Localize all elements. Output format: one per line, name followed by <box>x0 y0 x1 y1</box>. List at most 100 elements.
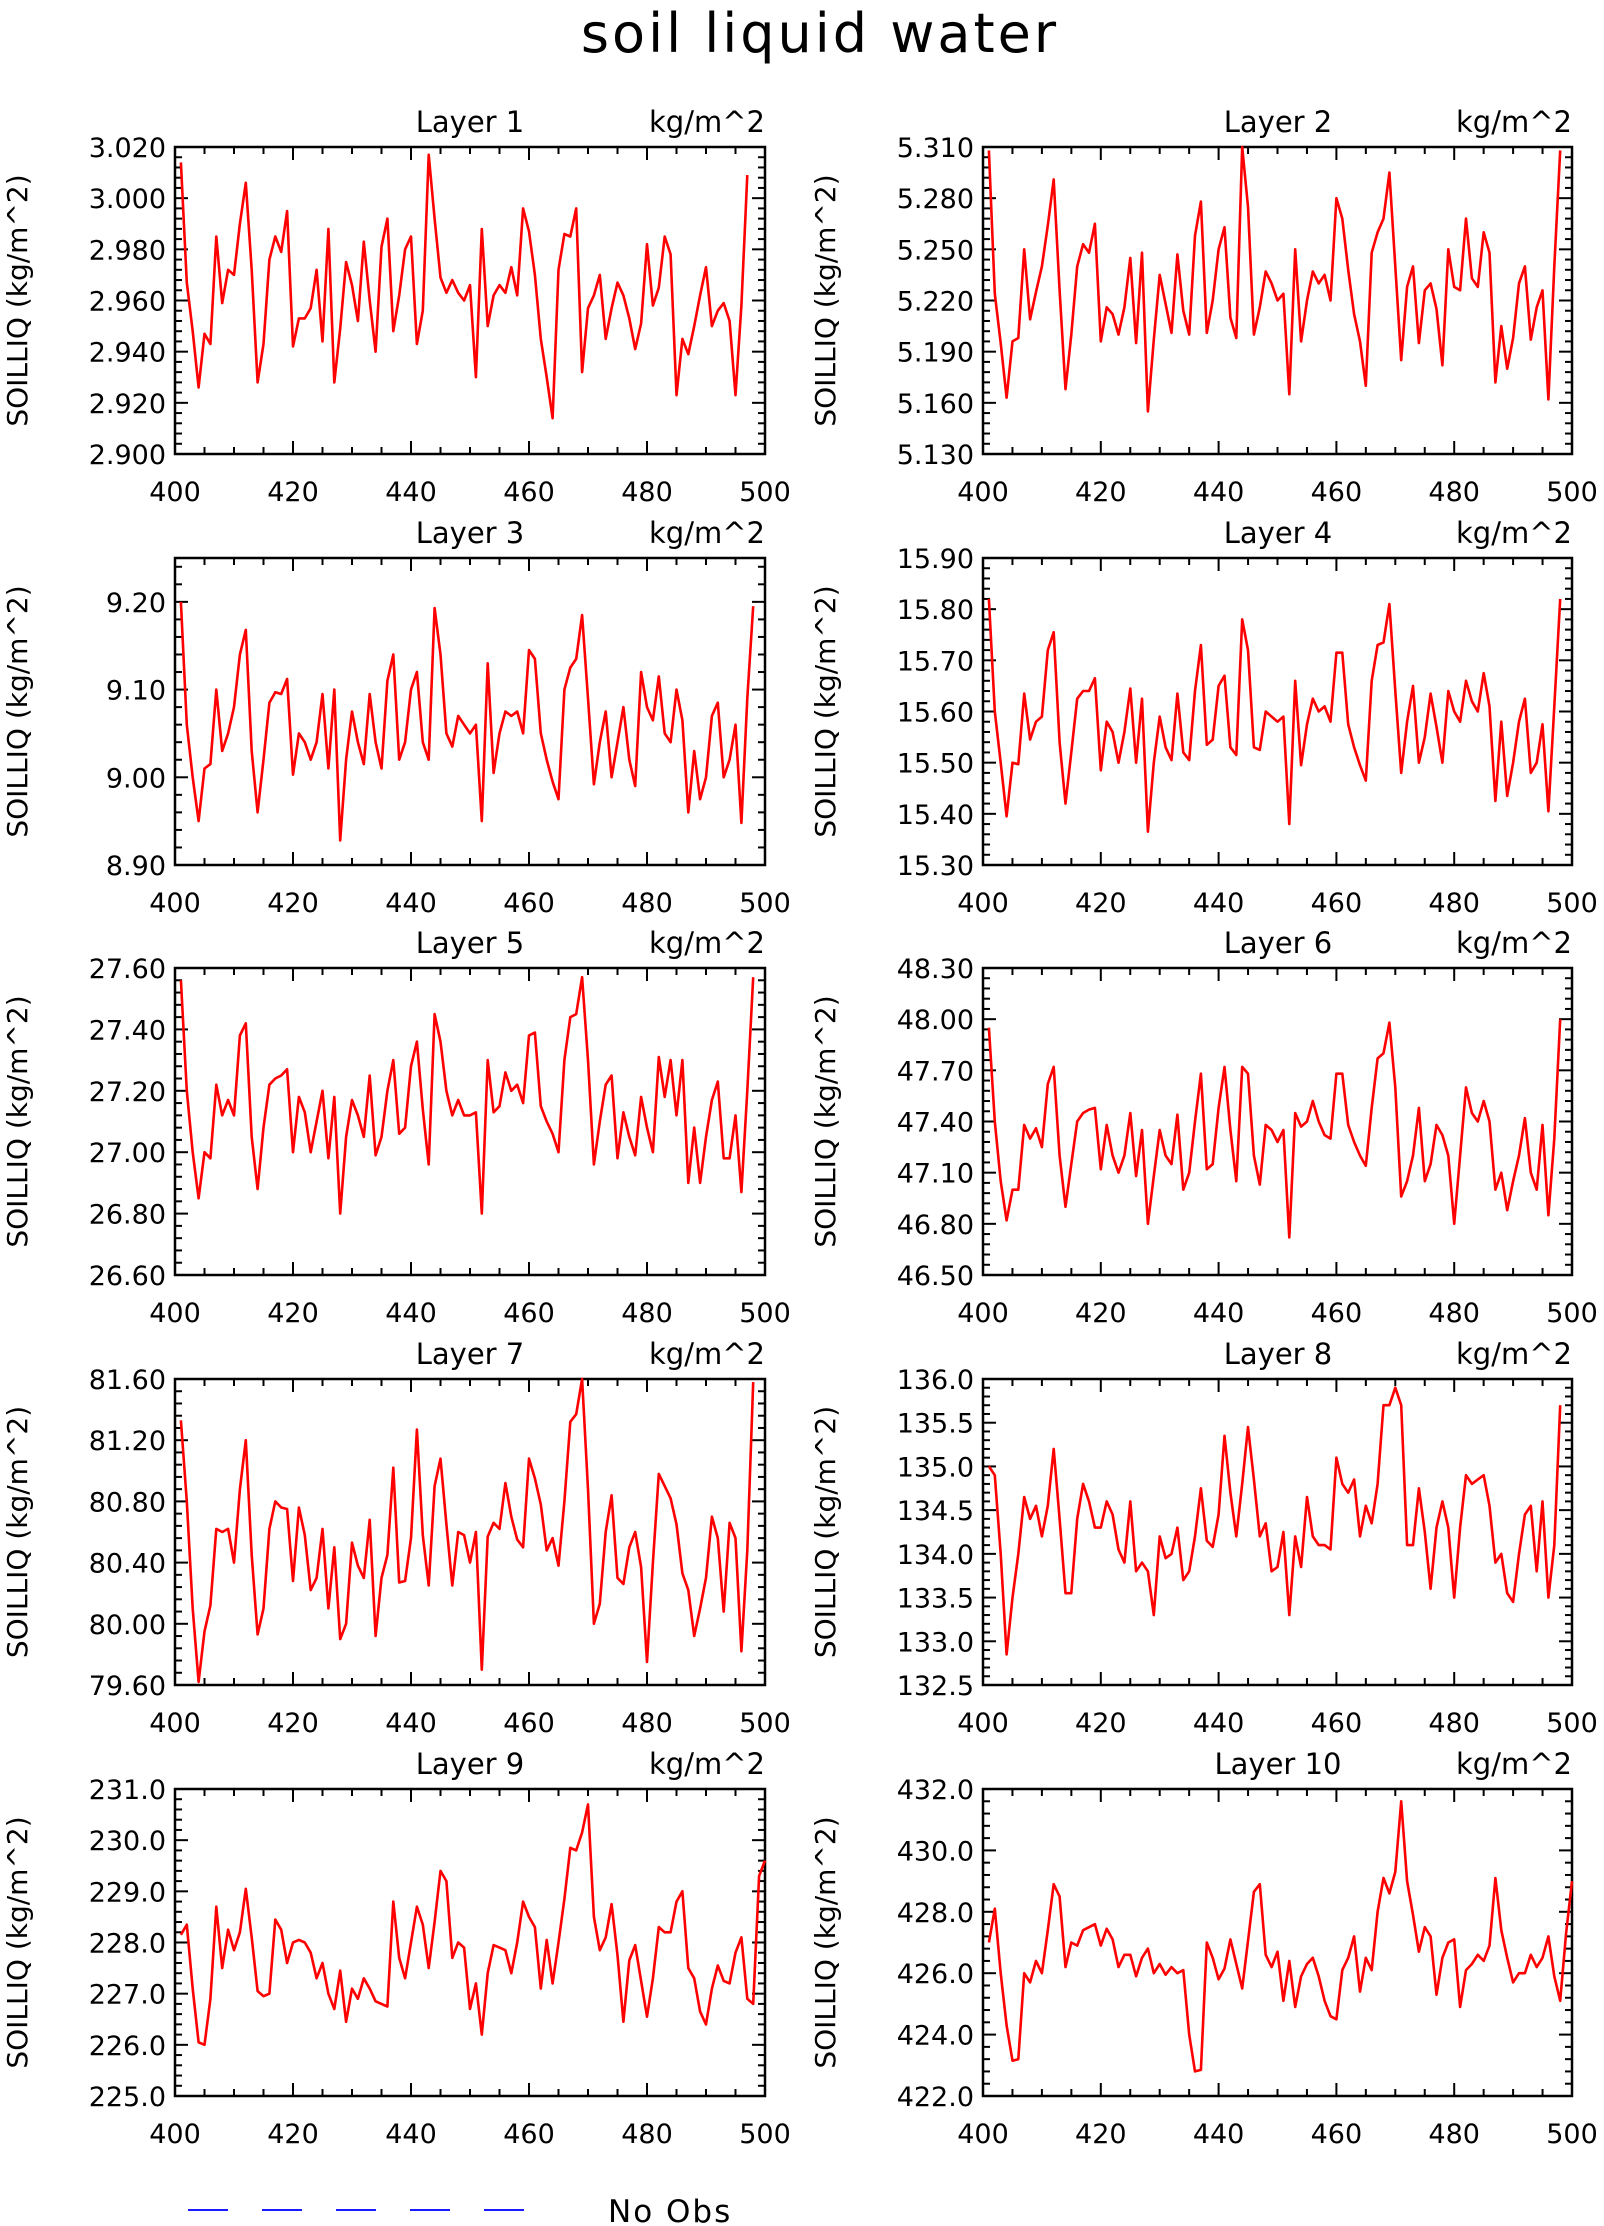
panel-9-ytick-label: 231.0 <box>89 1775 166 1806</box>
panel-8-xtick-label: 500 <box>1546 1708 1598 1739</box>
panel-10-units: kg/m^2 <box>1456 1747 1572 1781</box>
panel-5-ytick-label: 26.60 <box>89 1261 166 1292</box>
panel-10-ytick-label: 422.0 <box>897 2082 974 2113</box>
panel-7-ytick-label: 79.60 <box>89 1671 166 1702</box>
panel-10-ytick-label: 430.0 <box>897 1836 974 1867</box>
panel-10-ylabel: SOILLIQ (kg/m^2) <box>809 1816 842 2068</box>
panel-8-ytick-label: 135.5 <box>897 1409 974 1440</box>
panel-2-ytick-label: 5.130 <box>897 440 974 471</box>
panel-9-xtick-label: 440 <box>385 2119 437 2150</box>
panel-8-ytick-label: 134.0 <box>897 1540 974 1571</box>
panel-9-ylabel: SOILLIQ (kg/m^2) <box>1 1816 34 2068</box>
panel-9-ytick-label: 230.0 <box>89 1826 166 1857</box>
panel-8-ytick-label: 133.0 <box>897 1627 974 1658</box>
panel-1-series-line <box>179 153 749 420</box>
panel-2-ytick-label: 5.310 <box>897 133 974 164</box>
panel-1-ylabel: SOILLIQ (kg/m^2) <box>1 174 34 426</box>
panel-7-series-line <box>179 1377 755 1684</box>
panel-6: 400 420 440 460 480 500 46.50 46.80 47.10 47.40 47… <box>809 926 1598 1329</box>
panel-10-xtick-label: 400 <box>957 2119 1009 2150</box>
panel-1-xtick-label: 500 <box>739 477 791 508</box>
panel-7-ytick-label: 80.00 <box>89 1610 166 1641</box>
panel-1-xtick-label: 480 <box>621 477 673 508</box>
panel-4-xtick-label: 420 <box>1075 888 1127 919</box>
panel-8-ytick-label: 135.0 <box>897 1452 974 1483</box>
panel-2-ytick-label: 5.160 <box>897 389 974 420</box>
panel-7-ytick-label: 81.20 <box>89 1426 166 1457</box>
panel-6-xtick-label: 480 <box>1428 1298 1480 1329</box>
panel-8-ytick-label: 134.5 <box>897 1496 974 1527</box>
panel-9-xtick-label: 460 <box>503 2119 555 2150</box>
panel-4-ytick-label: 15.70 <box>897 646 974 677</box>
panel-2-xtick-label: 480 <box>1428 477 1480 508</box>
panel-10-xtick-label: 460 <box>1311 2119 1363 2150</box>
panel-4-series-line <box>987 598 1562 834</box>
panel-1: 400 420 440 460 480 500 2.900 2.920 2.940 2.960 2.… <box>1 105 791 508</box>
panel-5-xtick-label: 460 <box>503 1298 555 1329</box>
panel-3-frame <box>173 556 767 867</box>
panel-6-units: kg/m^2 <box>1456 926 1572 960</box>
panel-6-xtick-label: 440 <box>1193 1298 1245 1329</box>
panel-3-xtick-label: 440 <box>385 888 437 919</box>
panel-5-ytick-label: 27.40 <box>89 1015 166 1046</box>
panel-7-ytick-label: 81.60 <box>89 1365 166 1396</box>
panel-3-title: Layer 3 <box>416 516 525 550</box>
panel-8-title: Layer 8 <box>1224 1337 1333 1371</box>
panel-6-ytick-label: 46.50 <box>897 1261 974 1292</box>
panel-5-ytick-label: 27.00 <box>89 1138 166 1169</box>
panel-9-series-line <box>179 1803 767 2047</box>
panel-3-xtick-label: 460 <box>503 888 555 919</box>
panel-5-title: Layer 5 <box>416 926 525 960</box>
panel-10-title: Layer 10 <box>1215 1747 1342 1781</box>
panel-6-xtick-label: 500 <box>1546 1298 1598 1329</box>
panel-7-ytick-label: 80.40 <box>89 1549 166 1580</box>
panel-7-units: kg/m^2 <box>649 1337 765 1371</box>
panel-6-xtick-label: 460 <box>1311 1298 1363 1329</box>
panel-4-units: kg/m^2 <box>1456 516 1572 550</box>
panel-5: 400 420 440 460 480 500 26.60 26.80 27.00 27.20 27… <box>1 926 791 1329</box>
panel-5-ytick-label: 26.80 <box>89 1200 166 1231</box>
panel-6-ylabel: SOILLIQ (kg/m^2) <box>809 995 842 1247</box>
panel-3: 400 420 440 460 480 500 8.90 9.00 9.10 9.20 SOILLI… <box>1 516 791 919</box>
panel-8: 400 420 440 460 480 500 132.5 133.0 133.5 134.0 13… <box>809 1337 1598 1739</box>
panel-10-xtick-label: 440 <box>1193 2119 1245 2150</box>
panel-9-xtick-label: 420 <box>267 2119 319 2150</box>
panel-5-xtick-label: 500 <box>739 1298 791 1329</box>
panel-6-frame <box>981 966 1574 1277</box>
panel-5-series-line <box>179 975 755 1215</box>
panel-2-title: Layer 2 <box>1224 105 1333 139</box>
panel-3-ylabel: SOILLIQ (kg/m^2) <box>1 585 34 837</box>
panel-5-ytick-label: 27.60 <box>89 954 166 985</box>
panel-9-ytick-label: 229.0 <box>89 1877 166 1908</box>
panel-5-xtick-label: 420 <box>267 1298 319 1329</box>
panel-2: 400 420 440 460 480 500 5.130 5.160 5.190 5.220 5.… <box>809 105 1598 508</box>
panel-1-ytick-label: 2.920 <box>89 389 166 420</box>
panel-4-ytick-label: 15.90 <box>897 544 974 575</box>
panel-4-xtick-label: 400 <box>957 888 1009 919</box>
panel-4: 400 420 440 460 480 500 15.30 15.40 15.50 15.60 15… <box>809 516 1598 919</box>
panel-7-xtick-label: 460 <box>503 1708 555 1739</box>
panel-4-xtick-label: 460 <box>1311 888 1363 919</box>
panel-5-xtick-label: 440 <box>385 1298 437 1329</box>
panel-3-xtick-label: 480 <box>621 888 673 919</box>
legend-label: No Obs <box>608 2194 732 2226</box>
panel-2-xtick-label: 500 <box>1546 477 1598 508</box>
panel-1-ytick-label: 2.980 <box>89 235 166 266</box>
panel-3-xtick-label: 500 <box>739 888 791 919</box>
panel-8-ylabel: SOILLIQ (kg/m^2) <box>809 1406 842 1658</box>
panel-6-ytick-label: 46.80 <box>897 1210 974 1241</box>
panel-9-ytick-label: 226.0 <box>89 2031 166 2062</box>
panel-3-ytick-label: 9.20 <box>106 588 166 619</box>
panel-8-xtick-label: 480 <box>1428 1708 1480 1739</box>
panel-3-xtick-label: 400 <box>149 888 201 919</box>
panel-8-xtick-label: 460 <box>1311 1708 1363 1739</box>
panel-3-xtick-label: 420 <box>267 888 319 919</box>
panel-7-ytick-label: 80.80 <box>89 1487 166 1518</box>
panel-1-ytick-label: 2.960 <box>89 287 166 318</box>
panel-3-ytick-label: 8.90 <box>106 851 166 882</box>
panel-9-ytick-label: 227.0 <box>89 1980 166 2011</box>
panel-1-xtick-label: 420 <box>267 477 319 508</box>
legend: No Obs <box>188 2194 732 2226</box>
panel-1-xtick-label: 400 <box>149 477 201 508</box>
panel-6-ytick-label: 47.40 <box>897 1108 974 1139</box>
